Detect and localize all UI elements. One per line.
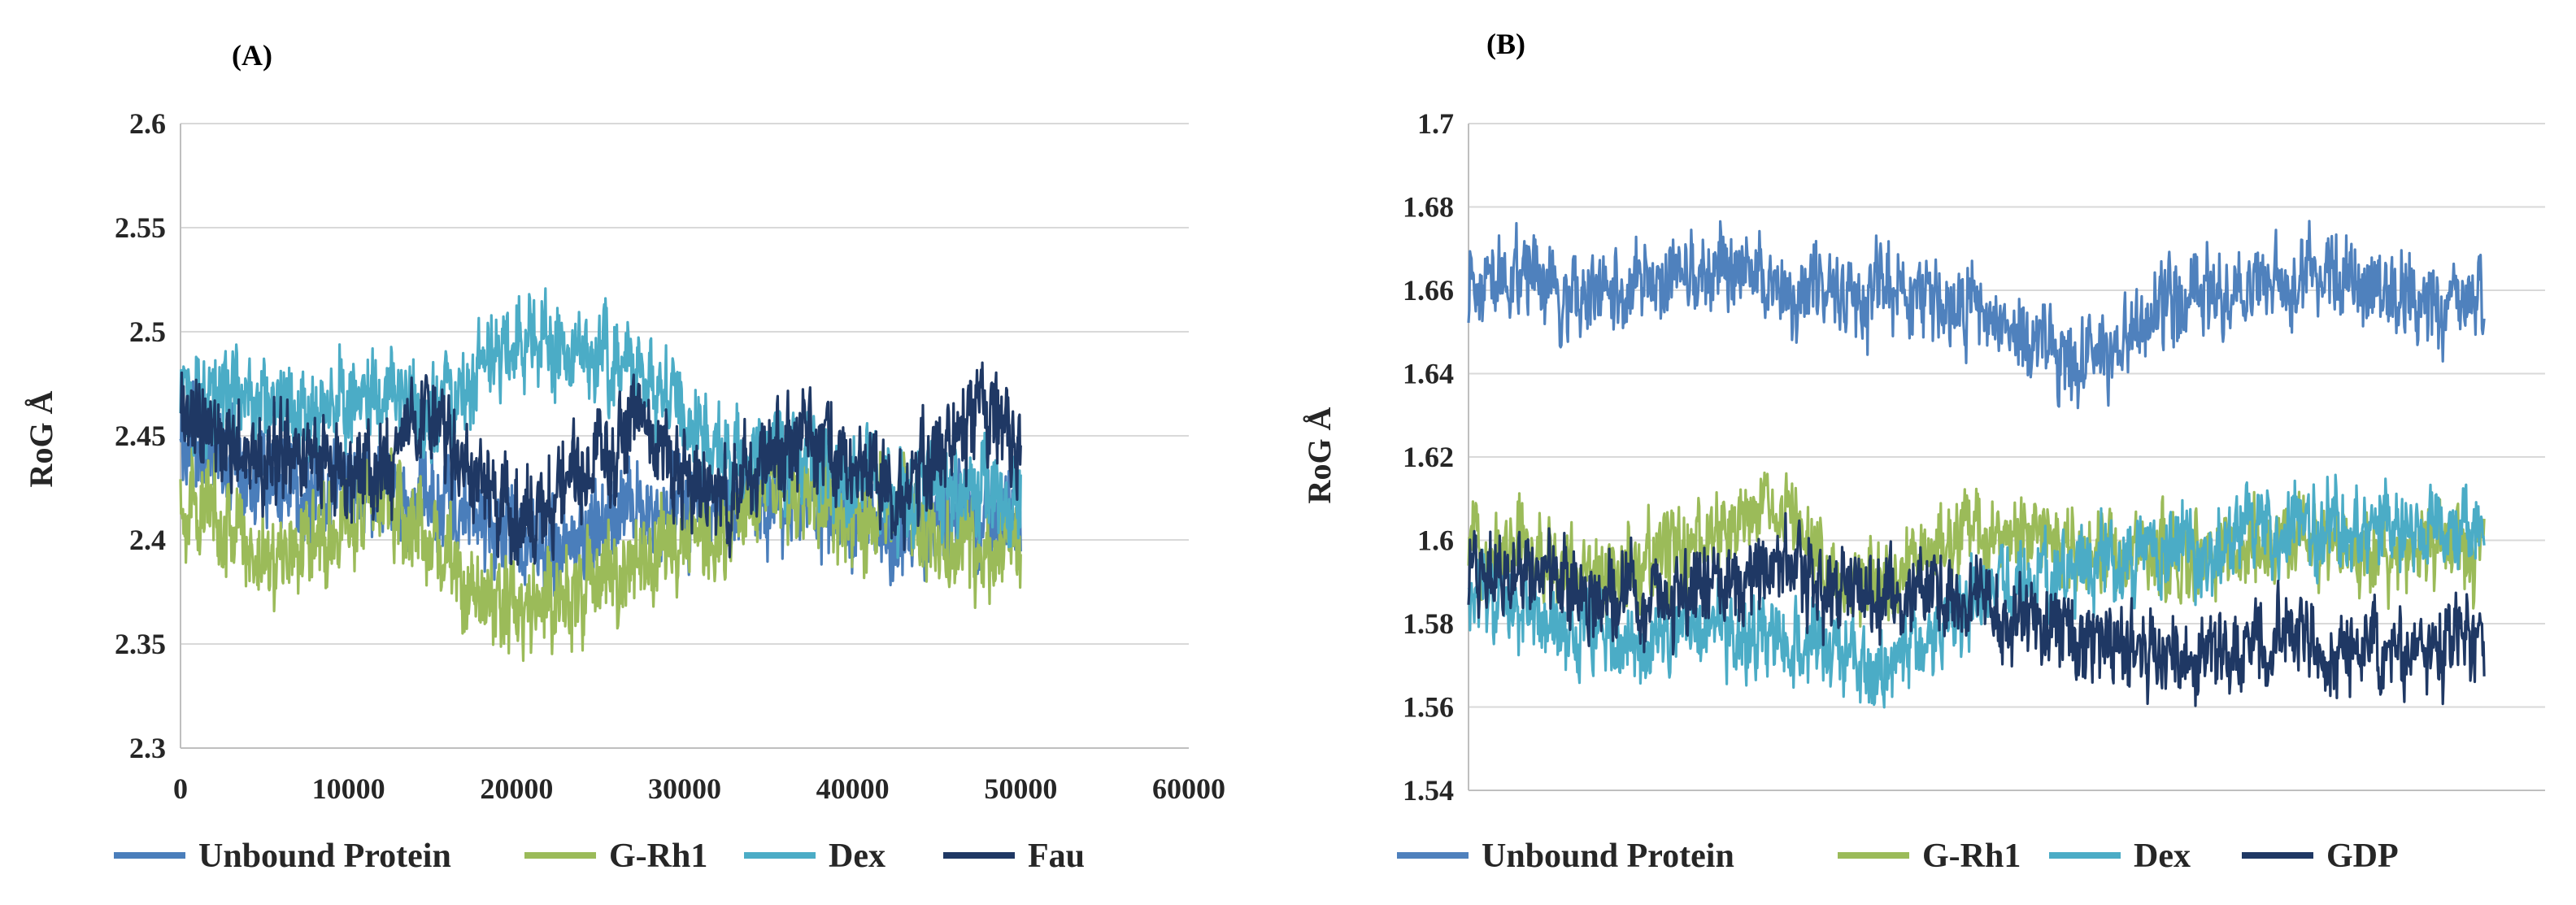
y-tick-label: 1.66: [1403, 274, 1454, 307]
panel-b-y-axis-title: RoG Å: [1301, 407, 1338, 503]
y-tick-label: 1.68: [1403, 191, 1454, 224]
legend-label: G-Rh1: [1922, 838, 2021, 875]
y-tick-label: 2.3: [129, 732, 166, 764]
x-tick-label: 0: [173, 772, 188, 805]
y-tick-label: 2.4: [129, 524, 166, 556]
panel-a-label: (A): [232, 39, 272, 72]
series-line-gdp: [1467, 511, 2486, 707]
panel-a-x-ticks: 0 10000 20000 30000 40000 50000 60000: [173, 772, 1225, 805]
legend-label: Unbound Protein: [1482, 838, 1734, 875]
y-tick-label: 2.45: [115, 420, 166, 452]
y-tick-label: 1.7: [1417, 107, 1454, 140]
y-tick-label: 1.62: [1403, 441, 1454, 473]
series-line-dex: [1467, 473, 2486, 709]
y-tick-label: 1.58: [1403, 607, 1454, 640]
legend-label: G-Rh1: [609, 838, 707, 875]
y-tick-label: 1.64: [1403, 358, 1454, 390]
y-tick-label: 1.56: [1403, 691, 1454, 724]
x-tick-label: 60000: [1152, 772, 1225, 805]
panel-a: (A) 2.3 2.35 2.4 2.45 2.5 2.55 2.6 0 10000 20000…: [23, 39, 1225, 875]
legend-label: Dex: [2134, 838, 2191, 875]
legend-label: Fau: [1028, 838, 1085, 875]
y-tick-label: 1.54: [1403, 774, 1454, 807]
legend-label: Dex: [829, 838, 886, 875]
panel-b: (B) 1.54 1.56 1.58 1.6 1.62 1.64 1.66 1.68 1.7 R…: [1301, 28, 2545, 875]
panel-b-series: [1467, 220, 2486, 709]
y-tick-label: 2.55: [115, 211, 166, 244]
legend-label: GDP: [2326, 838, 2399, 875]
panel-a-series: [179, 287, 1022, 663]
x-tick-label: 30000: [648, 772, 721, 805]
x-tick-label: 40000: [816, 772, 890, 805]
x-tick-label: 20000: [480, 772, 553, 805]
panel-a-y-ticks: 2.3 2.35 2.4 2.45 2.5 2.55 2.6: [115, 107, 166, 764]
x-tick-label: 50000: [984, 772, 1057, 805]
legend-label: Unbound Protein: [198, 838, 451, 875]
panel-b-y-ticks: 1.54 1.56 1.58 1.6 1.62 1.64 1.66 1.68 1.7: [1403, 107, 1454, 807]
y-tick-label: 2.6: [129, 107, 166, 140]
panel-b-gridlines: [1468, 123, 2545, 791]
x-tick-label: 10000: [312, 772, 385, 805]
y-tick-label: 2.5: [129, 315, 166, 348]
panel-b-label: (B): [1486, 28, 1525, 60]
y-tick-label: 2.35: [115, 628, 166, 660]
panel-b-legend: Unbound Protein G-Rh1 Dex GDP: [1397, 838, 2399, 875]
series-line-fau: [179, 361, 1022, 566]
panel-a-legend: Unbound Protein G-Rh1 Dex Fau: [114, 838, 1085, 875]
panel-a-y-axis-title: RoG Å: [23, 390, 59, 487]
series-line-unbound-protein: [1467, 220, 2486, 410]
y-tick-label: 1.6: [1417, 524, 1454, 557]
